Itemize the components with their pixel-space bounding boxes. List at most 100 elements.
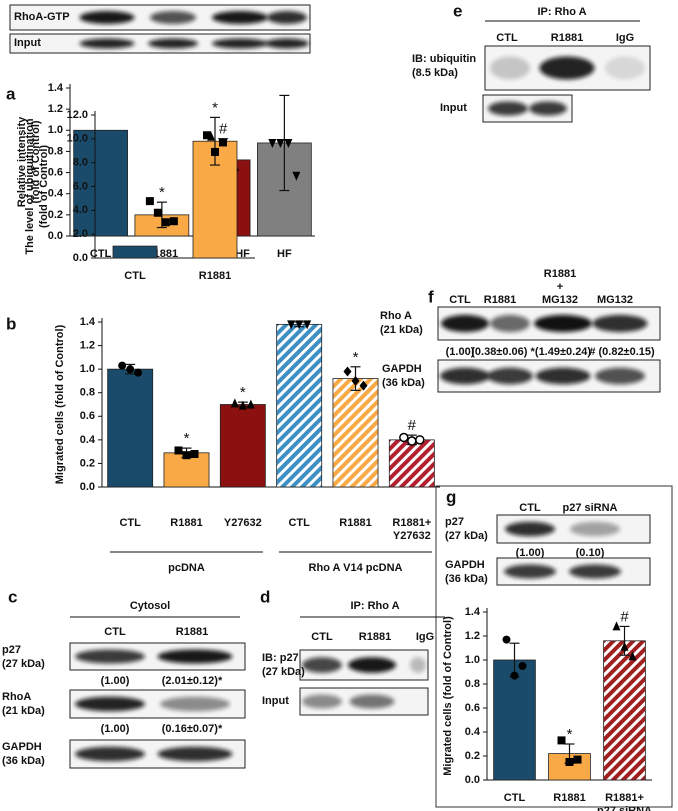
data-point — [268, 138, 277, 148]
bar — [219, 404, 266, 488]
data-point — [287, 320, 296, 330]
lane-label: CTL — [496, 32, 518, 44]
x-tick-label: CTL — [288, 517, 310, 529]
data-point — [284, 138, 293, 148]
significance-mark: * — [353, 349, 359, 366]
bar — [73, 129, 128, 237]
blot-band — [148, 38, 198, 49]
data-point — [126, 365, 135, 374]
row-label: Input — [14, 37, 41, 49]
y-axis-label: Migrated cells (fold of Control) — [442, 616, 454, 776]
significance-mark: # — [620, 608, 629, 625]
data-point — [557, 736, 566, 745]
y-tick-label: 0.8 — [465, 678, 480, 690]
panel-letter: f — [428, 287, 434, 306]
data-point — [219, 138, 227, 147]
lane-label: + — [557, 281, 563, 293]
data-point — [407, 436, 417, 446]
data-point — [612, 621, 621, 631]
blot-band — [160, 696, 230, 712]
blot-band — [410, 657, 426, 673]
row-label: RhoA-GTP — [14, 11, 70, 23]
data-point — [182, 451, 191, 460]
panel-letter: c — [8, 587, 17, 606]
lane-label: MG132 — [542, 294, 578, 306]
blot-band — [535, 367, 591, 385]
panel-letter: b — [6, 314, 16, 333]
y-tick-label: 0.6 — [465, 702, 480, 714]
lane-label: MG132 — [597, 294, 633, 306]
row-label: (27 kDa) — [445, 530, 488, 542]
bar — [276, 323, 323, 488]
row-label: RhoA — [2, 691, 31, 703]
quant-label: (1.00) — [446, 346, 475, 358]
y-tick-label: 4.0 — [73, 204, 88, 216]
quant-label: (1.00) — [101, 723, 130, 735]
y-tick-label: 1.2 — [48, 103, 63, 115]
data-point — [359, 380, 368, 391]
lane-label: R1881 — [359, 631, 391, 643]
lane-label: R1881 — [484, 294, 516, 306]
y-tick-label: 1.4 — [80, 316, 96, 328]
data-point — [351, 375, 360, 386]
blot-band — [534, 314, 592, 333]
quant-label: # (0.82±0.15) — [589, 346, 655, 358]
panel-letter: a — [6, 84, 16, 103]
data-point — [169, 217, 178, 226]
blot-band — [505, 521, 555, 537]
x-tick-label: R1881 — [553, 792, 585, 804]
blot-band — [75, 746, 145, 762]
y-tick-label: 1.2 — [80, 339, 95, 351]
y-tick-label: 0.0 — [80, 481, 95, 493]
x-tick-label: R1881 — [339, 517, 371, 529]
row-label: (21 kDa) — [380, 324, 423, 336]
blot-band — [75, 649, 145, 664]
x-tick-label: Y27632 — [393, 530, 431, 542]
blot-band — [348, 657, 396, 673]
significance-mark: * — [184, 430, 190, 447]
row-label: IB: p27 — [262, 652, 299, 664]
data-point — [203, 131, 211, 140]
blot-band — [212, 38, 268, 49]
significance-mark: * — [567, 726, 573, 743]
row-label: IB: ubiquitin — [412, 53, 476, 65]
y-axis-label: (fold of Control) — [38, 145, 50, 228]
panel-letter: g — [446, 487, 456, 506]
data-point — [230, 398, 239, 408]
significance-mark: # — [219, 121, 228, 138]
blot-band — [504, 564, 556, 579]
row-label: Input — [262, 695, 289, 707]
y-tick-label: 0.4 — [465, 726, 481, 738]
y-tick-label: 1.4 — [48, 82, 64, 94]
data-point — [246, 399, 255, 409]
y-tick-label: 0.0 — [465, 774, 480, 786]
lane-label: IgG — [416, 631, 434, 643]
blot-band — [488, 101, 528, 116]
bar — [192, 140, 238, 259]
x-tick-label: R1881 — [199, 270, 231, 282]
y-tick-label: 12.0 — [67, 109, 88, 121]
blot-band — [265, 38, 309, 49]
row-label: p27 — [2, 644, 21, 656]
bar — [388, 439, 435, 488]
y-tick-label: 1.4 — [465, 606, 481, 618]
blot-band — [79, 38, 135, 49]
data-point — [295, 320, 304, 330]
data-point — [276, 138, 285, 148]
blot-band — [157, 746, 233, 762]
y-axis-label: The level of ubiquitination — [24, 118, 36, 255]
y-tick-label: 0.6 — [80, 410, 95, 422]
blot-band — [529, 101, 567, 116]
blot-band — [595, 367, 645, 385]
x-tick-label: p27 siRNA — [597, 805, 652, 811]
significance-mark: # — [408, 417, 417, 434]
data-point — [343, 366, 352, 377]
quant-label: (0.16±0.07)* — [162, 723, 223, 735]
y-tick-label: 0.2 — [48, 209, 63, 221]
blot-band — [75, 696, 145, 712]
y-tick-label: 0.8 — [80, 387, 95, 399]
row-label: GAPDH — [382, 363, 422, 375]
significance-mark: * — [159, 184, 165, 201]
y-tick-label: 1.0 — [80, 363, 95, 375]
blot-band — [570, 521, 620, 537]
